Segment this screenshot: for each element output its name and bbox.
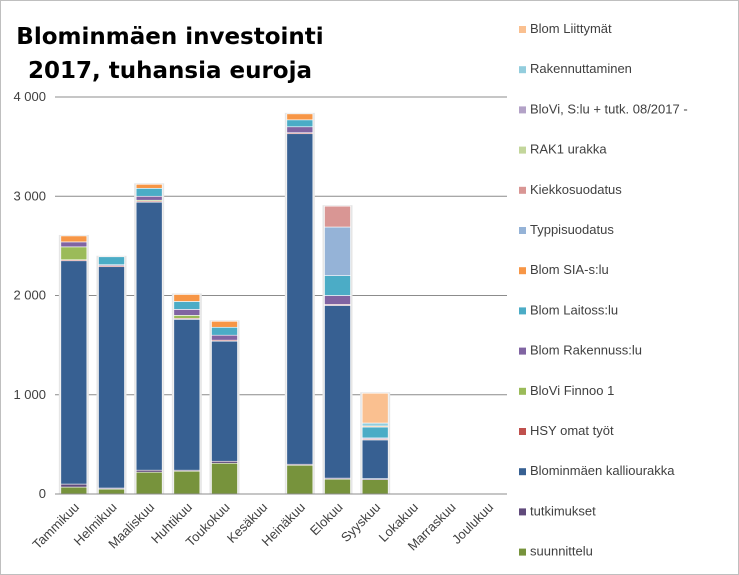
- legend-label: BloVi Finnoo 1: [530, 383, 614, 398]
- bar-segment: [361, 479, 389, 495]
- legend-swatch: [519, 186, 526, 194]
- legend-swatch: [519, 146, 526, 154]
- x-category-label: Tammikuu: [29, 500, 82, 553]
- bar-segment: [60, 246, 88, 261]
- bar-segment: [98, 266, 125, 489]
- bar-segment: [324, 226, 351, 276]
- bar-segment: [286, 126, 314, 134]
- legend-label: Blom Rakennuss:lu: [530, 343, 642, 358]
- legend-label: Blom Liittymät: [530, 21, 612, 36]
- legend: Blom Liittymät Rakennuttaminen BloVi, S:lu…: [519, 21, 688, 559]
- legend-swatch: [519, 227, 526, 234]
- y-tick-label: 1 000: [13, 387, 46, 402]
- bar-segment: [286, 119, 314, 128]
- chart-title-line-2: 2017, tuhansia euroja: [28, 58, 312, 84]
- bar-segment: [286, 113, 314, 121]
- bar-segment: [211, 321, 238, 328]
- legend-label: Blominmäen kalliourakka: [530, 463, 675, 478]
- bar-segment: [361, 422, 389, 427]
- bar-segment: [60, 235, 88, 243]
- legend-swatch: [519, 267, 526, 275]
- bar-segment: [324, 205, 351, 228]
- bar-segment: [211, 340, 238, 462]
- bar-segment: [173, 294, 201, 302]
- legend-label: tutkimukset: [530, 503, 596, 518]
- legend-swatch: [519, 468, 526, 476]
- bar-segment: [173, 309, 201, 316]
- bar-segment: [60, 483, 88, 488]
- bar-segment: [135, 184, 163, 189]
- bar-segment: [135, 195, 163, 201]
- legend-swatch: [519, 428, 526, 435]
- bar-segment: [324, 478, 351, 495]
- legend-label: HSY omat työt: [530, 423, 614, 438]
- legend-label: Blom Laitoss:lu: [530, 302, 618, 317]
- bar-segment: [211, 334, 238, 341]
- legend-label: RAK1 urakka: [530, 142, 607, 157]
- x-axis-category-labels: TammikuuHelmikuuMaaliskuuHuhtikuuToukoku…: [29, 500, 496, 554]
- bar-segment: [135, 188, 163, 197]
- bar-segment: [135, 201, 163, 471]
- legend-swatch: [519, 106, 526, 114]
- legend-swatch: [519, 26, 526, 33]
- y-axis-ticks: 0 1 000 2 000 3 000 4 000: [13, 89, 46, 501]
- bar-segment: [286, 133, 314, 465]
- bar-segment: [361, 392, 389, 424]
- bar-segment: [98, 256, 125, 266]
- x-category-label: Syyskuu: [338, 500, 383, 545]
- bar-segment: [324, 295, 351, 305]
- chart-title-line-1: Blominmäen investointi: [16, 24, 323, 50]
- bar-segment: [173, 470, 201, 495]
- gridlines: [55, 96, 507, 396]
- legend-swatch: [519, 387, 526, 395]
- bar-segment: [173, 315, 201, 319]
- legend-swatch: [519, 66, 526, 74]
- legend-label: Typpisuodatus: [530, 222, 614, 237]
- bar-segment: [173, 301, 201, 310]
- legend-swatch: [519, 508, 526, 516]
- legend-label: Blom SIA-s:lu: [530, 262, 609, 277]
- y-tick-label: 3 000: [13, 188, 46, 203]
- bar-segment: [173, 319, 201, 471]
- legend-label: Kiekkosuodatus: [530, 182, 622, 197]
- bar-segment: [324, 305, 351, 479]
- y-tick-label: 4 000: [13, 89, 46, 104]
- bar-segment: [361, 439, 389, 479]
- legend-label: BloVi, S:lu + tutk. 08/2017 -: [530, 101, 688, 116]
- bar-segment: [60, 260, 88, 485]
- y-tick-label: 0: [39, 486, 46, 501]
- bar-segment: [98, 488, 125, 495]
- legend-swatch: [519, 548, 526, 556]
- x-category-label: Joulukuu: [449, 500, 496, 547]
- legend-swatch: [519, 347, 526, 355]
- bar-segment: [324, 275, 351, 296]
- legend-label: suunnittelu: [530, 544, 593, 559]
- legend-label: Rakennuttaminen: [530, 61, 632, 76]
- bar-segment: [211, 326, 238, 336]
- bar-segment: [135, 471, 163, 495]
- legend-swatch: [519, 307, 526, 315]
- bar-segment: [286, 464, 314, 495]
- bar-segment: [211, 462, 238, 495]
- bar-segment: [60, 241, 88, 248]
- bar-segment: [60, 486, 88, 495]
- y-tick-label: 2 000: [13, 288, 46, 303]
- bars: [58, 112, 391, 495]
- bar-segment: [361, 426, 389, 439]
